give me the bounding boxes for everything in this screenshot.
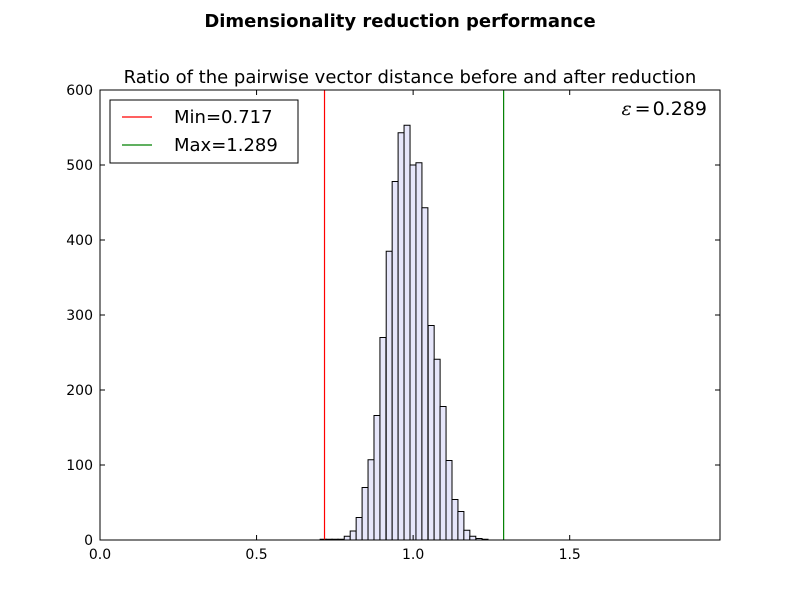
equals-sign: = [635, 98, 651, 120]
y-tick-label: 500 [66, 158, 93, 174]
histogram-bar [445, 460, 453, 541]
histogram-bar [379, 337, 387, 541]
histogram-bar [433, 358, 441, 541]
histogram-bar [373, 415, 381, 541]
y-tick-label: 300 [66, 308, 93, 324]
histogram-bar [349, 530, 357, 541]
y-tick-label: 400 [66, 233, 93, 249]
histogram-bar [463, 529, 471, 541]
histogram-bar [457, 511, 465, 541]
y-tick-label: 100 [66, 458, 93, 474]
histogram-bar [355, 517, 363, 541]
figure-suptitle: Dimensionality reduction performance [204, 11, 595, 32]
x-tick-label: 0.5 [245, 547, 267, 563]
y-tick-label: 0 [84, 533, 93, 549]
histogram-bar [469, 535, 477, 541]
epsilon-value: 0.289 [653, 98, 707, 120]
histogram-bar [403, 124, 411, 541]
x-tick-label: 1.0 [402, 547, 424, 563]
histogram-bar [367, 459, 375, 541]
histogram-bar [427, 325, 435, 541]
histogram-bar [409, 164, 417, 541]
plot-area-frame [99, 89, 721, 541]
chart-title: Ratio of the pairwise vector distance be… [124, 67, 697, 88]
histogram-bar [451, 499, 459, 541]
threshold-lines [323, 90, 505, 540]
histogram-bar [415, 162, 423, 541]
legend: Min=0.717 Max=1.289 [109, 99, 299, 164]
histogram-bar [421, 207, 429, 541]
legend-box [109, 99, 299, 164]
x-tick-label: 1.5 [559, 547, 581, 563]
y-tick-label: 200 [66, 383, 93, 399]
x-tick-label: 0.0 [89, 547, 111, 563]
legend-max-label: Max=1.289 [174, 135, 278, 156]
y-tick-label: 600 [66, 83, 93, 99]
axis-ticks: 0.0 0.5 1.0 1.5 0 100 200 300 400 500 600 [66, 83, 720, 563]
histogram-bar [343, 535, 351, 541]
histogram-bar [385, 250, 393, 541]
histogram-bar [361, 487, 369, 541]
histogram-bar [391, 181, 399, 541]
epsilon-symbol: ε [621, 98, 631, 120]
histogram-bar [397, 132, 405, 541]
histogram-bar [439, 406, 447, 541]
epsilon-annotation: ε = 0.289 [621, 98, 707, 120]
legend-min-label: Min=0.717 [174, 107, 273, 128]
histogram-bars [319, 124, 489, 541]
